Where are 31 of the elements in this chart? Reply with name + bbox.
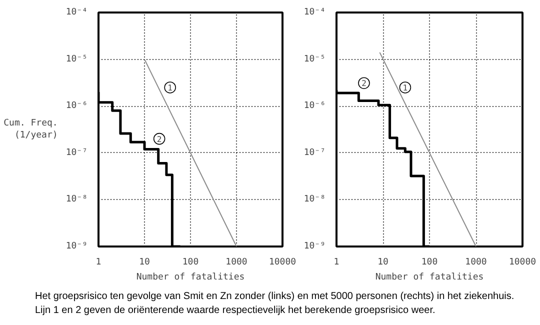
text: Lijn 1 en 2 geven de oriënterende waarde respectievelijk het berekende groepsrisico weer. xyxy=(35,305,436,316)
x-tick-label: 10 xyxy=(378,258,388,268)
x-tick-label: 1000 xyxy=(465,258,487,268)
x-tick-label: 10000 xyxy=(268,258,296,268)
x-tick-label: 1000 xyxy=(226,258,248,268)
text: Het groepsrisico ten gevolge van Smit en Zn zonder (links) en met 5000 personen (rechts) in het ziekenhuis. xyxy=(35,291,514,302)
x-tick-label: 100 xyxy=(421,258,438,268)
annotation: 2 xyxy=(156,134,162,144)
x-tick-label: 1 xyxy=(96,258,102,268)
y-tick-label: 10⁻⁷ xyxy=(66,148,88,158)
y-tick-label: 10⁻⁶ xyxy=(304,101,326,112)
y-tick-label: 10⁻⁸ xyxy=(66,194,88,205)
x-axis-title: Number of fatalities xyxy=(136,272,245,282)
y-tick-label: 10⁻⁹ xyxy=(304,242,326,252)
y-tick-label: 10⁻⁵ xyxy=(66,54,88,64)
x-tick-label: 10000 xyxy=(508,258,536,268)
y-tick-label: 10⁻⁴ xyxy=(304,8,326,18)
y-tick-label: 10⁻⁹ xyxy=(66,242,88,252)
y-axis-title: Cum. Freq. (1/year) xyxy=(4,118,58,140)
annotation: 1 xyxy=(402,83,408,92)
x-tick-label: 100 xyxy=(182,258,199,268)
x-axis-title: Number of fatalities xyxy=(375,272,484,282)
x-tick-label: 10 xyxy=(139,258,150,268)
annotation: 2 xyxy=(362,79,367,88)
y-tick-label: 10⁻⁸ xyxy=(304,194,326,205)
annotation: 1 xyxy=(168,83,173,92)
y-tick-label: 10⁻⁶ xyxy=(66,101,88,112)
y-tick-label: 10⁻⁷ xyxy=(304,148,326,158)
x-tick-label: 1 xyxy=(334,258,340,268)
y-tick-label: 10⁻⁵ xyxy=(304,54,326,64)
y-tick-label: 10⁻⁴ xyxy=(66,8,88,18)
